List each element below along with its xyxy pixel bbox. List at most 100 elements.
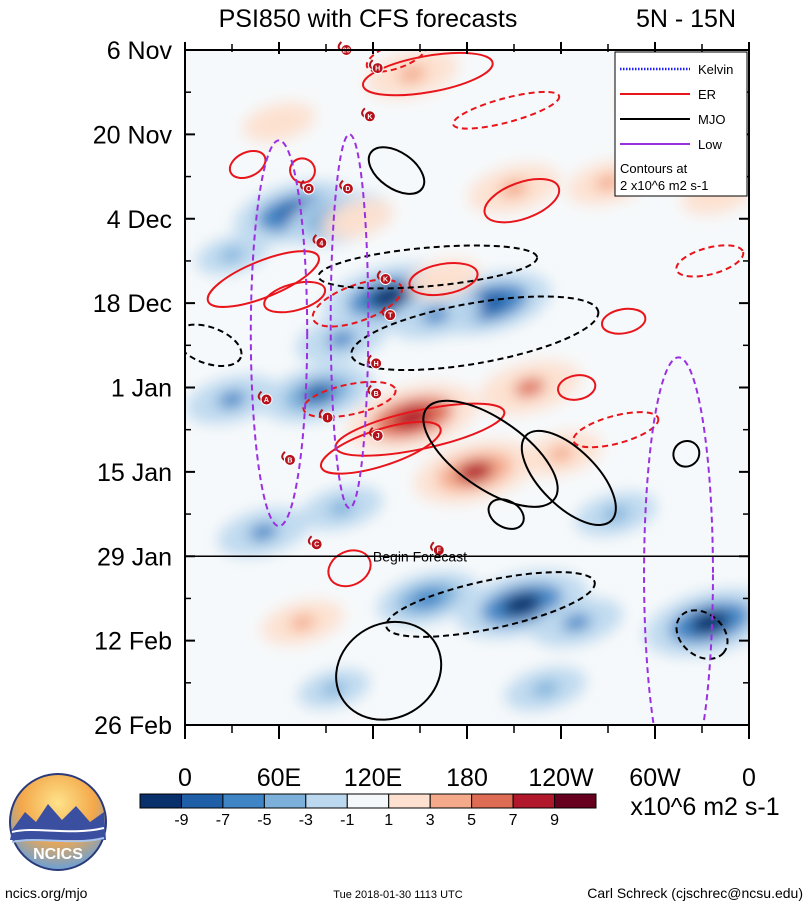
colorbar: -9 -7 -5 -3 -1 1 3 5 7 9 (139, 793, 597, 829)
storm-label: A (264, 397, 269, 404)
legend-label-er: ER (698, 87, 716, 102)
legend-note-2: 2 x10^6 m2 s-1 (620, 178, 708, 193)
colorbar-swatch (429, 793, 473, 809)
storm-label: H (374, 361, 379, 368)
chart-title: PSI850 with CFS forecasts (219, 5, 518, 33)
storm-marker (341, 182, 354, 195)
colorbar-level-label: -1 (340, 812, 354, 829)
legend-note-1: Contours at (620, 161, 688, 176)
colorbar-swatch (305, 793, 348, 809)
x-tick-label: 120E (344, 764, 402, 792)
colorbar-swatch (139, 793, 182, 809)
anomaly-blob (295, 314, 388, 364)
contour-mjo (487, 498, 525, 530)
colorbar-level-label: -7 (216, 812, 230, 829)
contour-er (327, 549, 372, 588)
footer-website: ncics.org/mjo (5, 885, 88, 901)
storm-label: F (437, 548, 442, 555)
anomaly-blob (504, 666, 587, 712)
anomaly-blob (468, 163, 560, 214)
storm-marker (315, 236, 328, 249)
contour-mjo (335, 620, 443, 721)
anomaly-blob-core (268, 115, 290, 130)
logo-wave (11, 827, 105, 833)
anomaly-blob-core (532, 681, 558, 697)
storm-label: I (327, 415, 329, 422)
anomaly-blob (262, 364, 374, 423)
y-tick-label: 29 Jan (97, 543, 172, 571)
colorbar-level-label: 3 (426, 812, 435, 829)
storm-marker (384, 309, 397, 322)
storm-label: C (314, 542, 319, 549)
anomaly-blob-core (562, 614, 591, 631)
anomaly-blob-core (249, 523, 278, 541)
anomaly-blob-core (548, 446, 574, 462)
contour-er (365, 50, 428, 73)
storm-label: 4 (319, 240, 323, 247)
y-tick-label: 6 Nov (107, 37, 173, 65)
storm-label: J (376, 433, 380, 440)
contour-low (249, 139, 309, 528)
x-axis-labels: 0 60E 120E 180 120W 60W 0 (178, 764, 756, 792)
logo-text: NCICS (33, 846, 83, 863)
contour-low (643, 356, 714, 725)
anomaly-blob-core (290, 614, 315, 631)
colorbar-units: x10^6 m2 s-1 (630, 793, 779, 821)
contour-er (600, 307, 647, 335)
storm-marker (283, 453, 296, 466)
anomaly-blob-core (221, 248, 243, 262)
anomaly-blob-core (398, 65, 426, 83)
colorbar-swatch (471, 793, 514, 809)
storm-label: B (374, 391, 379, 398)
contour-er (452, 90, 561, 130)
footer-author: Carl Schreck (cjschrec@ncsu.edu) (587, 885, 803, 901)
legend-label-kelvin: Kelvin (698, 62, 733, 77)
anomaly-blob (519, 431, 603, 477)
contour-er (675, 244, 745, 278)
storm-marker (379, 273, 392, 286)
logo-wave-2 (11, 837, 105, 843)
anomaly-blob (186, 374, 278, 425)
anomaly-blob-core (412, 589, 444, 608)
contour-mjo (675, 609, 729, 660)
legend: Kelvin ER MJO Low Contours at 2 x10^6 m2… (614, 51, 748, 197)
contour-er (263, 280, 327, 314)
colorbar-swatch (512, 793, 556, 809)
colorbar-level-label: 5 (467, 812, 476, 829)
y-tick-label: 15 Jan (97, 459, 172, 487)
contour-mjo (520, 429, 617, 526)
colorbar-level-label: -3 (299, 812, 313, 829)
contour-mjo (367, 146, 426, 195)
anomaly-blob (217, 507, 310, 557)
storm-label: D (345, 186, 350, 193)
anomaly-blob-core (421, 306, 450, 324)
footer-timestamp: Tue 2018-01-30 1113 UTC (333, 889, 462, 901)
storm-label: K (383, 277, 388, 284)
anomaly-blob-core (432, 272, 455, 286)
anomaly-blob-core (514, 378, 545, 397)
anomaly-blob (429, 271, 552, 335)
colorbar-swatch (180, 793, 224, 809)
colorbar-level-label: 7 (509, 812, 518, 829)
anomaly-blob (478, 360, 581, 415)
colorbar-level-label: 1 (384, 812, 393, 829)
storm-marker (370, 387, 383, 400)
anomaly-blob-core (301, 383, 335, 404)
storm-marker (321, 411, 334, 424)
anomaly-blob (261, 600, 344, 645)
contour-mjo (317, 244, 539, 290)
storm-marker (370, 357, 383, 370)
anomaly-blob (321, 198, 394, 239)
anomaly-blob-core (500, 180, 528, 198)
contour-er (483, 178, 561, 224)
contour-er (557, 374, 597, 401)
colorbar-level-label: -9 (174, 812, 188, 829)
contour-er (228, 150, 267, 180)
contour-layer (185, 50, 745, 725)
legend-label-mjo: MJO (698, 112, 725, 127)
storm-marker (302, 182, 315, 195)
anomaly-blob-core (346, 211, 369, 226)
legend-box (614, 51, 748, 197)
